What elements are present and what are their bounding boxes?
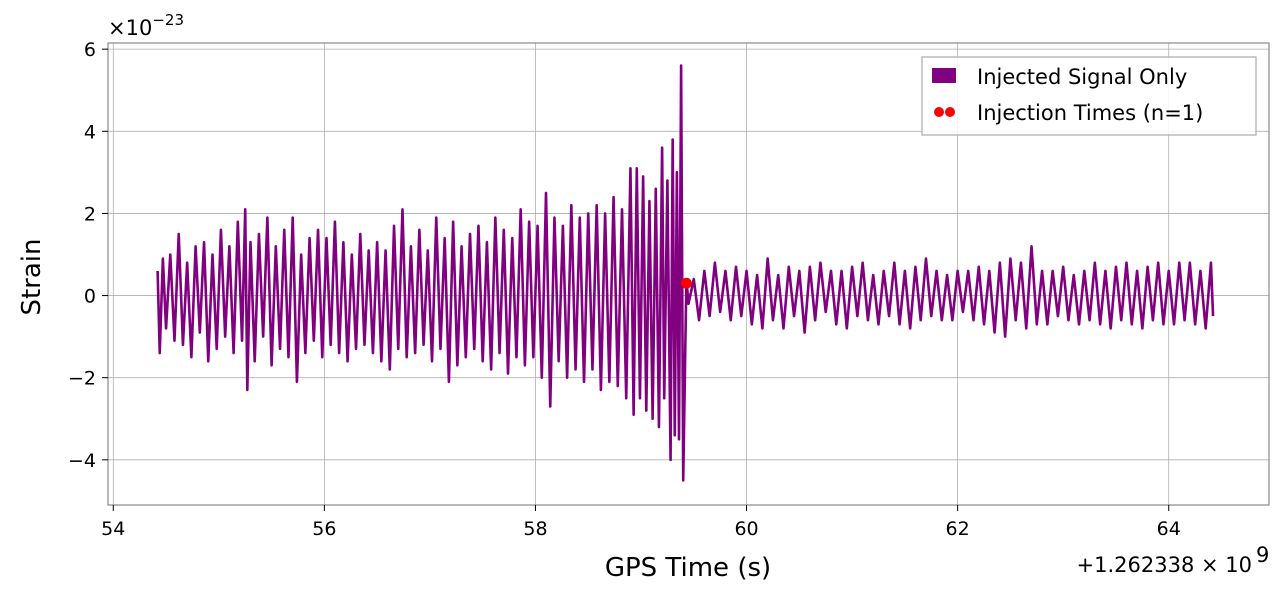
x-offset: +1.262338 × 10 xyxy=(1077,553,1252,577)
x-tick-label: 56 xyxy=(312,518,336,540)
y-tick-label: 2 xyxy=(84,203,96,225)
x-offset-text: +1.262338 × 10 xyxy=(1077,553,1252,577)
plot-area xyxy=(156,64,1215,482)
y-scale-exp: −23 xyxy=(152,11,184,29)
axes-frame xyxy=(107,42,1270,506)
x-tick-label: 62 xyxy=(946,518,970,540)
x-axis: 54 56 58 60 62 64 xyxy=(101,505,1181,540)
legend-box xyxy=(921,56,1257,136)
y-axis: −4 −2 0 2 4 6 xyxy=(68,39,108,472)
series-line-injected-signal xyxy=(156,64,1215,482)
legend-marker-injection-b xyxy=(945,107,955,117)
injection-time-point xyxy=(680,277,692,289)
legend-label-injected-signal: Injected Signal Only xyxy=(977,65,1187,89)
x-axis-label: GPS Time (s) xyxy=(605,553,771,583)
y-scale-factor: ×10−23 xyxy=(108,11,184,40)
x-tick-label: 64 xyxy=(1157,518,1181,540)
y-tick-label: 0 xyxy=(84,286,96,308)
legend-marker-injection-a xyxy=(934,107,944,117)
y-tick-label: 4 xyxy=(84,121,96,143)
y-tick-label: −4 xyxy=(68,450,96,472)
y-scale-text: ×10 xyxy=(108,16,152,40)
x-tick-label: 58 xyxy=(523,518,547,540)
x-tick-label: 60 xyxy=(734,518,758,540)
x-tick-label: 54 xyxy=(101,518,125,540)
y-axis-label: Strain xyxy=(17,238,47,315)
legend-swatch-injected-signal xyxy=(932,68,956,83)
y-tick-label: −2 xyxy=(68,368,96,390)
x-offset-exp: 9 xyxy=(1256,543,1269,567)
legend-label-injection-times: Injection Times (n=1) xyxy=(977,101,1203,125)
legend: Injected Signal Only Injection Times (n=… xyxy=(921,56,1257,136)
y-tick-label: 6 xyxy=(84,39,96,61)
